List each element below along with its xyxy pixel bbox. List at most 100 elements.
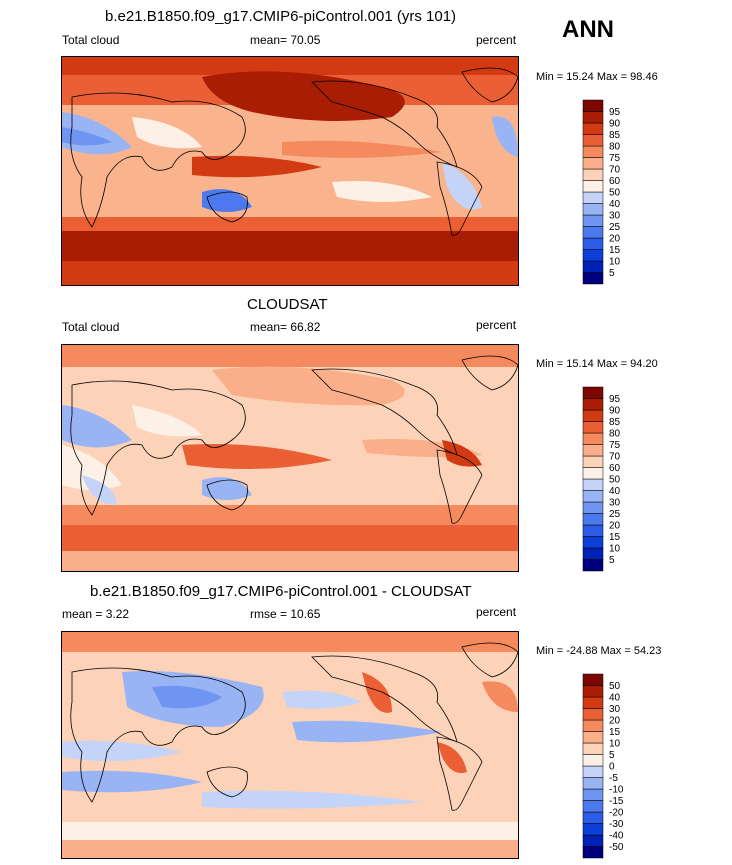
colorbar-tick-label: 25 [609, 509, 621, 520]
colorbar-tick-label: 50 [609, 188, 621, 199]
colorbar-tick-label: 25 [609, 222, 621, 233]
colorbar-tick-label: 90 [609, 119, 621, 130]
colorbar-box [582, 513, 604, 526]
season-label: ANN [562, 16, 614, 43]
colorbar-tick-label: 50 [609, 475, 621, 486]
colorbar-box [582, 742, 604, 755]
colorbar-box [582, 421, 604, 434]
colorbar-tick-label: 5 [609, 268, 615, 279]
colorbar-tick-label: 75 [609, 440, 621, 451]
colorbar-tick-label: 95 [609, 394, 621, 405]
colorbar-tick-label: 15 [609, 532, 621, 543]
colorbar-tick-label: 15 [609, 245, 621, 256]
panel-3-stat: rmse = 10.65 [250, 607, 321, 621]
colorbar-tick-label: 40 [609, 199, 621, 210]
colorbar-tick-label: 75 [609, 153, 621, 164]
colorbar-box [582, 226, 604, 239]
colorbar-box [582, 398, 604, 411]
colorbar-box [582, 811, 604, 824]
colorbar-box [582, 191, 604, 204]
panel-3-title: b.e21.B1850.f09_g17.CMIP6-piControl.001 … [90, 583, 472, 600]
colorbar-tick-label: 20 [609, 521, 621, 532]
panel-3-colorbar: -50 -40 -30 -20 -15 -10 -5 0 5 10 15 20 30 40 50 [582, 673, 643, 859]
colorbar-tick-label: 85 [609, 417, 621, 428]
colorbar-box [582, 455, 604, 468]
colorbar-box [582, 754, 604, 767]
colorbar-tick-label: 30 [609, 498, 621, 509]
colorbar-box [582, 788, 604, 801]
colorbar-tick-label: 90 [609, 406, 621, 417]
colorbar-box [582, 432, 604, 445]
colorbar-box [582, 490, 604, 503]
colorbar-box [582, 719, 604, 732]
colorbar-box [582, 731, 604, 744]
colorbar-box [582, 237, 604, 250]
panel-1-colorbar: 5 10 15 20 25 30 40 50 60 70 75 80 85 90 95 [582, 99, 643, 285]
colorbar-tick-label: -15 [609, 796, 624, 807]
colorbar-tick-label: 40 [609, 693, 621, 704]
colorbar-tick-label: 10 [609, 257, 621, 268]
colorbar-tick-label: 70 [609, 452, 621, 463]
colorbar-box [582, 501, 604, 514]
colorbar-tick-label: 40 [609, 486, 621, 497]
colorbar-box [582, 99, 604, 112]
colorbar-box [582, 409, 604, 422]
panel-2-units: percent [476, 318, 517, 332]
colorbar-box [582, 111, 604, 124]
colorbar-box [582, 823, 604, 836]
colorbar-tick-label: 15 [609, 727, 621, 738]
colorbar-tick-label: 5 [609, 555, 615, 566]
colorbar-tick-label: 30 [609, 211, 621, 222]
colorbar-box [582, 249, 604, 262]
colorbar-tick-label: -20 [609, 808, 624, 819]
panel-1-units: percent [476, 33, 517, 47]
colorbar-box [582, 547, 604, 560]
colorbar-tick-label: 70 [609, 165, 621, 176]
colorbar-box [582, 536, 604, 549]
colorbar-box [582, 478, 604, 491]
panel-3-map-field [62, 632, 518, 858]
colorbar-box [582, 122, 604, 135]
colorbar-tick-label: 95 [609, 107, 621, 118]
colorbar-tick-label: 60 [609, 176, 621, 187]
colorbar-tick-label: 85 [609, 130, 621, 141]
colorbar-box [582, 260, 604, 273]
colorbar-tick-label: 20 [609, 716, 621, 727]
colorbar-box [582, 180, 604, 193]
colorbar-box [582, 467, 604, 480]
panel-3-left-label: mean = 3.22 [62, 607, 130, 621]
colorbar-box [582, 800, 604, 813]
colorbar-box [582, 685, 604, 698]
colorbar-box [582, 444, 604, 457]
colorbar-box [582, 524, 604, 537]
panel-1-left-label: Total cloud [62, 33, 120, 47]
panel-2-colorbar: 5 10 15 20 25 30 40 50 60 70 75 80 85 90 95 [582, 386, 643, 572]
colorbar-tick-label: 20 [609, 234, 621, 245]
panel-1-stat: mean= 70.05 [250, 33, 321, 47]
panel-1-map-field [62, 57, 518, 285]
panel-2-left-label: Total cloud [62, 320, 120, 334]
colorbar-tick-label: -5 [609, 773, 618, 784]
panel-3-minmax: Min = -24.88 Max = 54.23 [536, 645, 662, 657]
panel-1-title: b.e21.B1850.f09_g17.CMIP6-piControl.001 … [105, 8, 457, 25]
panel-3-map [61, 631, 519, 859]
panel-2-map [61, 344, 519, 572]
colorbar-tick-label: 80 [609, 429, 621, 440]
colorbar-tick-label: -10 [609, 785, 624, 796]
colorbar-box [582, 673, 604, 686]
panel-1-map [61, 56, 519, 286]
colorbar-tick-label: 5 [609, 750, 615, 761]
colorbar-tick-label: 80 [609, 142, 621, 153]
colorbar-box [582, 168, 604, 181]
colorbar-box [582, 708, 604, 721]
colorbar-box [582, 696, 604, 709]
colorbar-box [582, 846, 604, 859]
colorbar-box [582, 777, 604, 790]
colorbar-box [582, 272, 604, 285]
colorbar-box [582, 203, 604, 216]
colorbar-box [582, 834, 604, 847]
colorbar-tick-label: 50 [609, 681, 621, 692]
